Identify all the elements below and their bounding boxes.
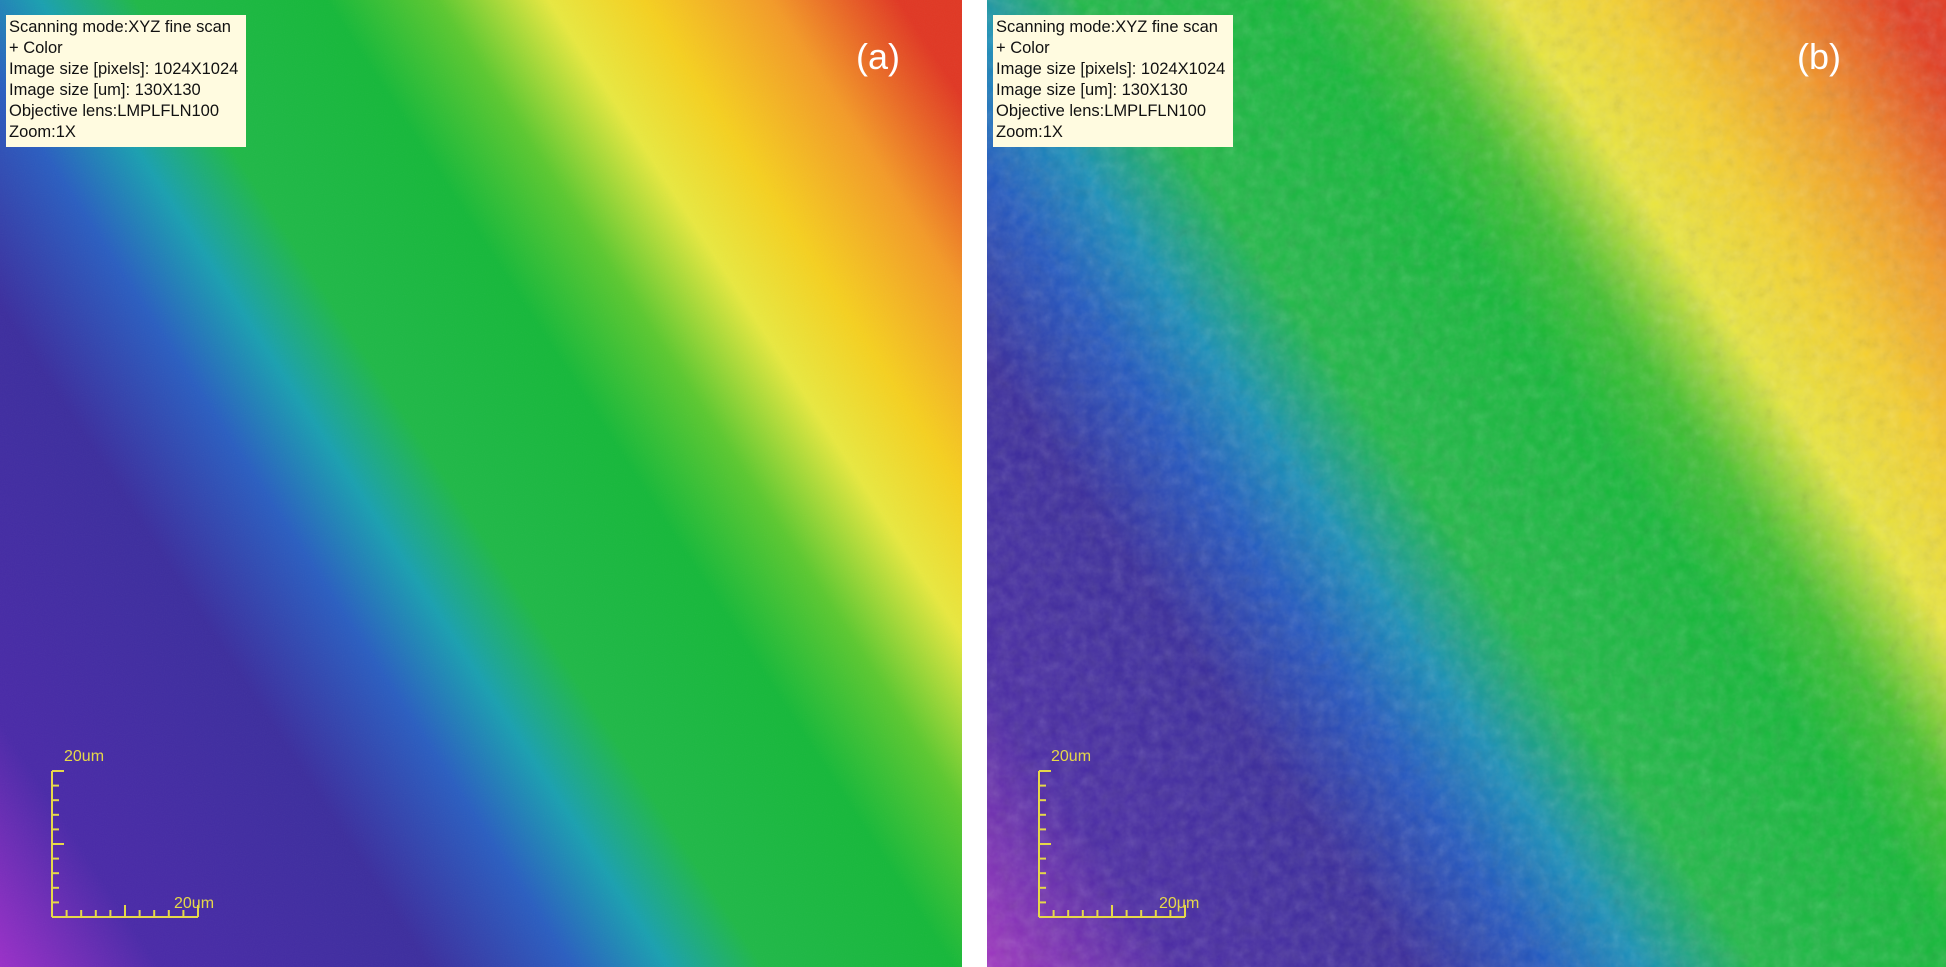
panel-label: (a) xyxy=(856,36,900,77)
scale-label: 20um xyxy=(174,895,214,912)
info-line: Image size [um]: 130X130 xyxy=(9,81,201,99)
scale-label: 20um xyxy=(1051,748,1091,765)
scale-bar: 20um 20μm xyxy=(1038,748,1199,918)
info-line: Objective lens:LMPLFLN100 xyxy=(996,102,1207,120)
image-panel: Scanning mode:XYZ fine scan + Color Imag… xyxy=(0,0,962,967)
image-panel: Scanning mode:XYZ fine scan + Color Imag… xyxy=(987,0,1946,967)
info-line: Image size [pixels]: 1024X1024 xyxy=(9,60,239,78)
texture xyxy=(0,0,962,967)
info-line: + Color xyxy=(9,39,63,57)
info-line: Scanning mode:XYZ fine scan xyxy=(996,18,1218,36)
panel-label: (b) xyxy=(1797,36,1841,77)
scale-label: 20μm xyxy=(1159,895,1199,912)
info-line: Zoom:1X xyxy=(9,123,76,141)
info-line: Image size [pixels]: 1024X1024 xyxy=(996,60,1226,78)
info-line: Zoom:1X xyxy=(996,123,1063,141)
info-box: Scanning mode:XYZ fine scan + Color Imag… xyxy=(993,15,1233,147)
info-line: Scanning mode:XYZ fine scan xyxy=(9,18,231,36)
info-box: Scanning mode:XYZ fine scan + Color Imag… xyxy=(6,15,246,147)
scale-label: 20um xyxy=(64,748,104,765)
info-line: Image size [um]: 130X130 xyxy=(996,81,1188,99)
scale-bar: 20um 20um xyxy=(51,748,214,918)
info-line: + Color xyxy=(996,39,1050,57)
info-line: Objective lens:LMPLFLN100 xyxy=(9,102,220,120)
texture xyxy=(987,0,1946,967)
